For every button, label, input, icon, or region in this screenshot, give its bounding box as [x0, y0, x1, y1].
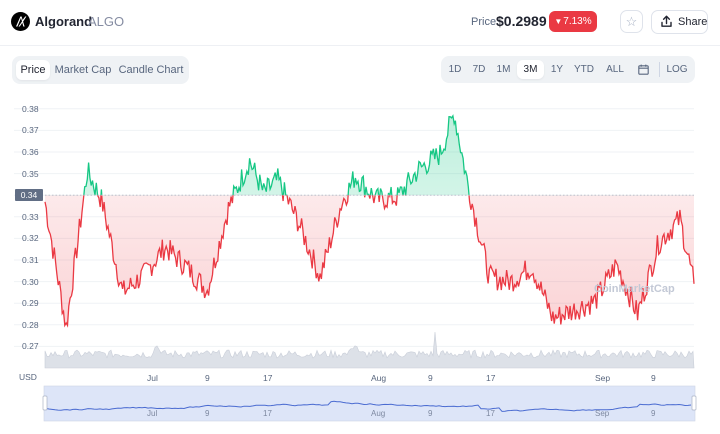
y-tick-label: 0.28 — [22, 319, 39, 330]
range-ytd[interactable]: YTD — [574, 64, 594, 75]
current-price-tag: 0.34 — [15, 189, 43, 202]
area-above-baseline — [83, 115, 470, 196]
chart-type-tabs: Price Market Cap Candle Chart — [12, 56, 189, 84]
currency-label: USD — [19, 372, 37, 382]
y-tick-label: 0.33 — [22, 211, 39, 222]
tab-price[interactable]: Price — [16, 60, 50, 80]
calendar-icon — [638, 64, 649, 75]
y-tick-label: 0.35 — [22, 168, 39, 179]
watchlist-star-button[interactable]: ☆ — [620, 10, 643, 33]
navigator-tick-label: 17 — [263, 409, 272, 418]
x-tick-label: Jul — [147, 373, 158, 383]
navigator-tick-label: 17 — [486, 409, 495, 418]
y-tick-label: 0.31 — [22, 255, 39, 265]
volume-area — [44, 331, 695, 369]
range-1m[interactable]: 1M — [496, 64, 511, 75]
tab-market-cap[interactable]: Market Cap — [54, 64, 112, 76]
navigator-tick-label: Sep — [595, 409, 610, 418]
log-scale-toggle[interactable]: LOG — [666, 64, 688, 75]
caret-down-icon: ▼ — [554, 17, 563, 26]
price-change-badge: ▼7.13% — [549, 11, 597, 32]
x-tick-label: 9 — [205, 373, 210, 383]
range-1d[interactable]: 1D — [448, 64, 462, 75]
x-tick-label: 9 — [651, 373, 656, 383]
header-bar: Algorand ALGO Price: $0.2989 ▼7.13% ☆ Sh… — [0, 0, 720, 46]
price-label: Price: — [471, 16, 500, 28]
y-tick-label: 0.29 — [22, 298, 39, 309]
share-label: Share — [678, 16, 708, 28]
asset-name: Algorand — [35, 14, 93, 29]
range-7d[interactable]: 7D — [472, 64, 486, 75]
navigator-right-handle[interactable] — [691, 395, 697, 411]
navigator-tick-label: 9 — [428, 409, 433, 418]
share-icon — [661, 15, 672, 27]
x-tick-label: 17 — [263, 373, 273, 383]
y-tick-label: 0.38 — [22, 103, 39, 114]
x-tick-label: Sep — [595, 373, 611, 383]
navigator-tick-label: Jul — [147, 409, 158, 418]
navigator-tick-label: 9 — [651, 409, 656, 418]
calendar-button[interactable] — [634, 60, 653, 79]
y-tick-label: 0.37 — [22, 125, 39, 136]
x-tick-label: 17 — [486, 373, 496, 383]
navigator-tick-label: 9 — [205, 409, 210, 418]
y-tick-label: 0.27 — [22, 341, 39, 352]
watermark: CoinMarketCap — [594, 283, 675, 295]
area-below-baseline — [45, 195, 694, 326]
navigator-tick-label: Aug — [371, 409, 386, 418]
range-all[interactable]: ALL — [606, 64, 624, 75]
time-range-tabs: 1D 7D 1M 3M 1Y YTD ALL LOG — [441, 56, 695, 83]
navigator-left-handle[interactable] — [42, 395, 48, 411]
x-tick-label: 9 — [428, 373, 433, 383]
x-tick-label: Aug — [371, 373, 387, 383]
algorand-logo — [11, 12, 30, 31]
volume-bars — [44, 331, 695, 369]
range-1y[interactable]: 1Y — [550, 64, 564, 75]
share-button[interactable]: Share — [651, 10, 708, 34]
navigator-line — [45, 400, 692, 412]
star-icon: ☆ — [625, 13, 638, 29]
price-value: $0.2989 — [496, 13, 547, 29]
y-tick-label: 0.32 — [22, 233, 39, 244]
range-navigator[interactable] — [42, 385, 697, 422]
y-tick-label: 0.36 — [22, 147, 39, 157]
asset-symbol: ALGO — [88, 14, 125, 29]
range-divider — [659, 62, 660, 77]
range-3m[interactable]: 3M — [517, 60, 544, 79]
price-line-down — [44, 195, 695, 328]
price-change-value: 7.13% — [563, 16, 592, 27]
y-tick-label: 0.30 — [22, 276, 39, 287]
tab-candle-chart[interactable]: Candle Chart — [118, 64, 184, 76]
